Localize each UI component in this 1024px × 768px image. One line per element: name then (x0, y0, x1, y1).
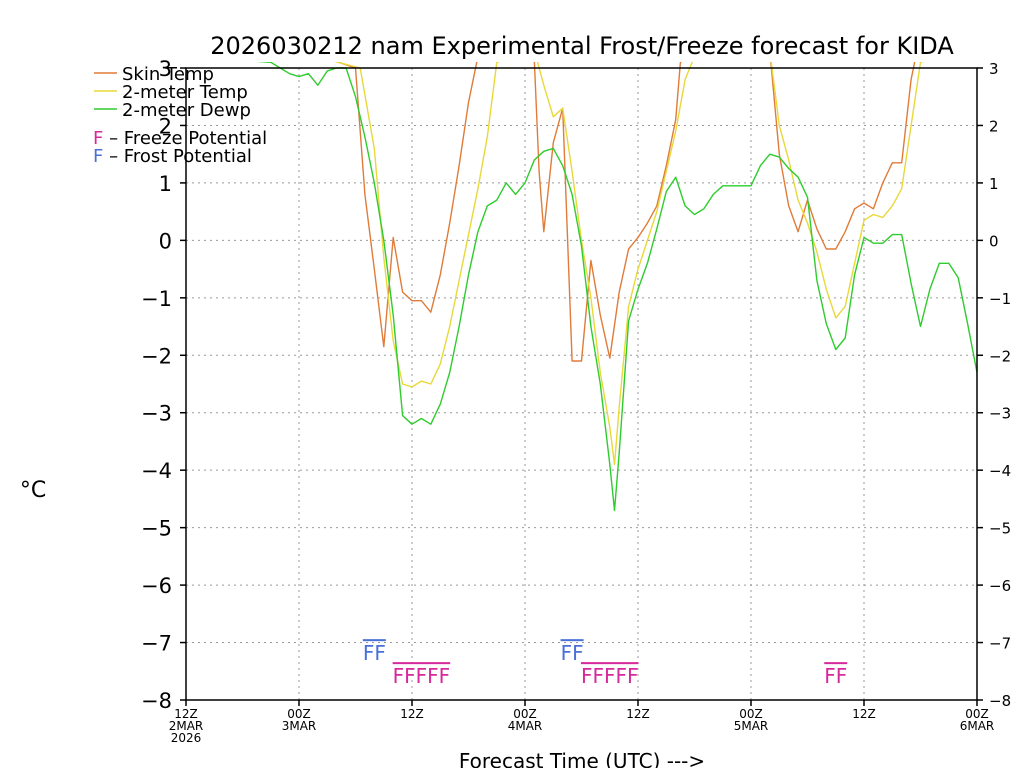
x-tick-label: 12Z (400, 707, 424, 721)
y-tick-label-left: 1 (159, 172, 172, 196)
y-tick-label-right: −7 (989, 635, 1011, 653)
y-tick-label-right: −1 (989, 290, 1011, 308)
legend-label: Skin Temp (122, 64, 214, 85)
y-tick-label-left: −4 (141, 459, 172, 483)
legend-label: 2-meter Temp (122, 82, 248, 103)
freeze-potential-marker: FFFFF (393, 664, 451, 688)
y-axis-label: °C (20, 478, 46, 503)
y-tick-label-right: −6 (989, 577, 1011, 595)
series-line-2-meter-temp (334, 62, 924, 466)
chart-title: 2026030212 nam Experimental Frost/Freeze… (210, 32, 954, 60)
y-tick-label-left: −1 (141, 287, 172, 311)
freeze-potential-marker: FFFFF (581, 664, 639, 688)
potential-legend-entry: F – Frost Potential (93, 146, 252, 167)
x-tick-label: 00Z 3MAR (282, 707, 317, 733)
y-tick-label-right: −4 (989, 462, 1011, 480)
y-tick-label-right: 3 (989, 60, 999, 78)
series-line-2-meter-dewp (256, 62, 978, 512)
x-tick-label: 12Z 2MAR 2026 (169, 707, 204, 745)
y-tick-label-left: −7 (141, 632, 172, 656)
x-axis-label: Forecast Time (UTC) ---> (459, 749, 705, 768)
y-tick-label-right: 1 (989, 175, 999, 193)
y-tick-label-left: −2 (141, 344, 172, 368)
x-tick-label: 12Z (626, 707, 650, 721)
y-tick-label-left: −8 (141, 689, 172, 713)
y-tick-label-right: −8 (989, 692, 1011, 710)
x-tick-label: 12Z (852, 707, 876, 721)
plot-frame (185, 67, 978, 701)
y-tick-label-left: −6 (141, 574, 172, 598)
y-tick-label-left: −3 (141, 402, 172, 426)
legend-label: 2-meter Dewp (122, 100, 251, 121)
series-line-skin-temp (335, 62, 916, 362)
y-tick-label-left: 0 (159, 229, 172, 253)
y-tick-label-left: −5 (141, 517, 172, 541)
frost-potential-marker: FF (363, 641, 386, 665)
y-tick-label-right: −2 (989, 347, 1011, 365)
y-tick-label-right: 0 (989, 232, 999, 250)
x-tick-label: 00Z 6MAR (960, 707, 995, 733)
y-tick-label-right: −5 (989, 520, 1011, 538)
freeze-potential-marker: FF (824, 664, 847, 688)
y-tick-label-left: 3 (159, 57, 172, 81)
y-tick-label-right: −3 (989, 405, 1011, 423)
frost-potential-marker: FF (561, 641, 584, 665)
potential-legend-entry: F – Freeze Potential (93, 128, 267, 149)
x-tick-label: 00Z 5MAR (734, 707, 769, 733)
y-tick-label-left: 2 (159, 114, 172, 138)
y-tick-label-right: 2 (989, 117, 999, 135)
grid-lines (186, 68, 977, 700)
x-tick-label: 00Z 4MAR (508, 707, 543, 733)
